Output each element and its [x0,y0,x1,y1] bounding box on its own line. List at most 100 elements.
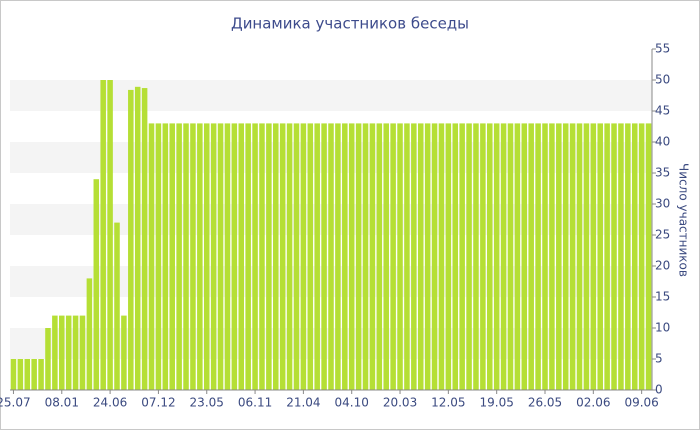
bar [562,123,569,391]
y-tick-label: 35 [655,166,670,180]
bar [535,123,541,391]
y-tick-label: 20 [655,259,670,273]
bar [321,123,327,391]
bar [17,359,24,390]
bar [300,123,307,391]
bar [100,80,106,390]
bar [348,123,355,391]
bar [528,123,534,391]
bar [604,123,610,391]
bar [542,123,548,391]
bar [266,123,272,391]
bar [314,123,320,391]
bar [514,123,521,391]
bar [417,123,424,391]
bar [507,123,514,391]
bar [493,123,500,391]
bar [431,123,438,391]
bar [162,123,169,391]
bar [107,80,113,390]
x-tick-label: 23.05 [190,396,224,410]
bar [10,359,17,390]
bar [307,123,314,391]
x-tick-label: 25.07 [0,396,31,410]
x-tick-label: 08.01 [45,396,79,410]
bar [286,123,293,391]
y-tick-label: 40 [655,135,670,149]
bar [597,123,603,391]
bar [183,123,189,391]
bar [224,123,231,391]
bar [231,123,238,391]
bar [362,123,369,391]
x-tick-label: 24.06 [93,396,127,410]
bar [245,123,251,391]
bar [500,123,507,391]
bar [190,123,196,391]
bar [590,123,597,391]
y-tick-label: 0 [655,383,663,397]
x-tick-label: 04.10 [335,396,369,410]
bar [549,123,555,391]
bar [390,123,396,391]
bar [355,123,362,391]
bar [645,123,652,391]
bar [459,123,465,391]
bar [556,123,562,391]
bar [335,123,341,391]
bar [210,123,217,391]
bar [328,123,334,391]
bar [252,123,258,391]
bar [148,123,155,391]
bar [273,123,279,391]
chart-title: Динамика участников беседы [231,15,469,33]
bar [52,315,58,390]
bar [134,86,141,390]
bar [197,123,203,391]
bar [631,123,638,391]
x-tick-label: 12.05 [431,396,465,410]
bar [59,315,65,390]
bar [466,123,472,391]
bar [438,123,445,391]
bar [383,123,389,391]
bar [521,123,528,391]
bar [342,123,348,391]
bar [404,123,410,391]
y-tick-label: 45 [655,104,670,118]
bar [618,123,624,391]
y-tick-label: 55 [655,42,670,56]
bar [473,123,479,391]
bar [45,328,51,390]
y-tick-label: 15 [655,290,670,304]
bar [638,123,645,391]
y-tick-label: 10 [655,321,670,335]
bar [452,123,459,391]
bar [72,315,79,390]
bar [31,359,37,390]
x-tick-label: 07.12 [141,396,175,410]
bar [65,315,72,390]
bar [128,89,134,391]
bar [24,359,31,390]
x-tick-label: 02.06 [576,396,610,410]
bar [480,123,486,391]
bar [397,123,403,391]
bar [155,123,162,391]
bar [93,179,100,390]
bar [625,123,631,391]
x-tick-label: 06.11 [238,396,272,410]
bar [121,315,127,390]
bar [445,123,452,391]
y-tick-label: 25 [655,228,670,242]
bar [169,123,175,391]
grid-band [10,80,652,111]
x-tick-label: 09.06 [624,396,658,410]
y-tick-label: 5 [655,352,663,366]
y-axis-label: Число участников [677,163,691,277]
bar [141,88,148,390]
bar [217,123,224,391]
bar [424,123,431,391]
bar [583,123,590,391]
